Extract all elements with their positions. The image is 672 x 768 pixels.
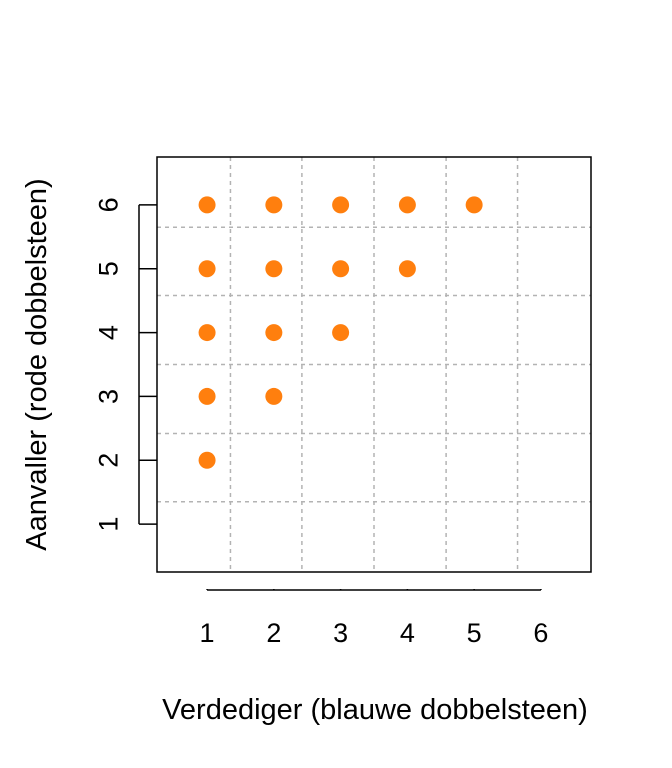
y-tick-label: 2 xyxy=(93,453,123,468)
data-point xyxy=(332,324,350,342)
data-point xyxy=(332,260,350,278)
grid-lines xyxy=(157,157,591,572)
data-point xyxy=(332,196,350,214)
data-point xyxy=(398,196,416,214)
y-tick-label: 3 xyxy=(93,389,123,404)
x-axis-title: Verdediger (blauwe dobbelsteen) xyxy=(162,694,588,726)
data-point xyxy=(265,387,283,405)
data-point xyxy=(265,324,283,342)
x-tick-label: 2 xyxy=(266,618,281,648)
y-tick-label: 6 xyxy=(93,197,123,212)
data-points xyxy=(198,196,483,469)
data-point xyxy=(398,260,416,278)
data-point xyxy=(465,196,483,214)
x-tick-label: 1 xyxy=(200,618,215,648)
x-tick-label: 5 xyxy=(467,618,482,648)
y-tick-label: 1 xyxy=(93,517,123,532)
x-tick-label: 3 xyxy=(333,618,348,648)
y-axis-title: Aanvaller (rode dobbelsteen) xyxy=(21,178,53,550)
data-point xyxy=(265,196,283,214)
data-point xyxy=(265,260,283,278)
data-point xyxy=(198,324,216,342)
data-point xyxy=(198,387,216,405)
data-point xyxy=(198,451,216,469)
x-axis: 1 2 3 4 5 6 xyxy=(200,589,548,648)
data-point xyxy=(198,196,216,214)
y-tick-label: 4 xyxy=(93,325,123,340)
x-tick-label: 4 xyxy=(400,618,415,648)
x-tick-label: 6 xyxy=(533,618,548,648)
y-tick-label: 5 xyxy=(93,261,123,276)
y-axis: 1 2 3 4 5 6 xyxy=(93,197,157,532)
plot-frame xyxy=(156,156,592,573)
data-point xyxy=(198,260,216,278)
